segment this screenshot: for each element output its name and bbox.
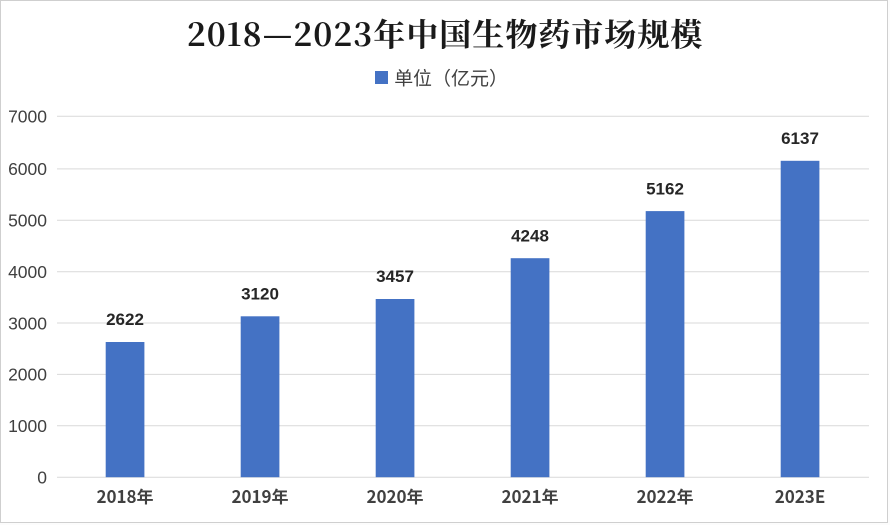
svg-text:2022年: 2022年 <box>636 483 693 508</box>
svg-text:2021年: 2021年 <box>501 483 558 508</box>
svg-text:2622: 2622 <box>106 310 144 329</box>
svg-text:2018年: 2018年 <box>96 483 153 508</box>
svg-text:0: 0 <box>37 468 47 488</box>
svg-text:1000: 1000 <box>8 416 47 436</box>
svg-text:3000: 3000 <box>8 313 47 333</box>
svg-text:7000: 7000 <box>8 107 47 127</box>
svg-text:4248: 4248 <box>511 226 549 245</box>
svg-text:3120: 3120 <box>241 285 279 304</box>
svg-text:6000: 6000 <box>8 159 47 179</box>
svg-text:2020年: 2020年 <box>366 483 423 508</box>
svg-text:6137: 6137 <box>781 129 819 148</box>
svg-text:2023E: 2023E <box>775 483 826 508</box>
svg-text:2019年: 2019年 <box>231 483 288 508</box>
svg-text:2000: 2000 <box>8 365 47 385</box>
svg-text:5162: 5162 <box>646 179 684 198</box>
svg-text:4000: 4000 <box>8 262 47 282</box>
svg-text:5000: 5000 <box>8 211 47 231</box>
svg-text:3457: 3457 <box>376 267 414 286</box>
